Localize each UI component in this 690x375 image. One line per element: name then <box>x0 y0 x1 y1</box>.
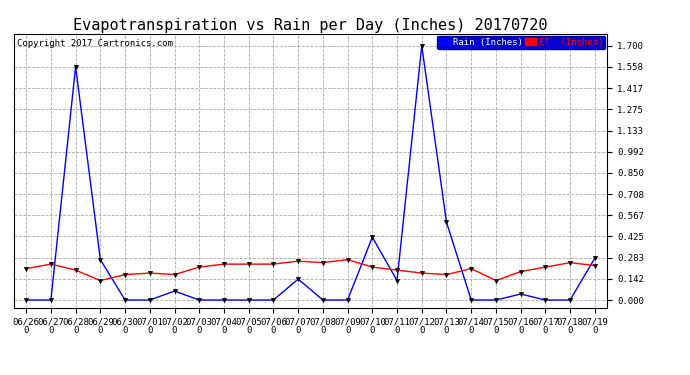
Text: Copyright 2017 Cartronics.com: Copyright 2017 Cartronics.com <box>17 39 172 48</box>
Legend: Rain (Inches), ET  (Inches): Rain (Inches), ET (Inches) <box>437 36 605 49</box>
Title: Evapotranspiration vs Rain per Day (Inches) 20170720: Evapotranspiration vs Rain per Day (Inch… <box>73 18 548 33</box>
